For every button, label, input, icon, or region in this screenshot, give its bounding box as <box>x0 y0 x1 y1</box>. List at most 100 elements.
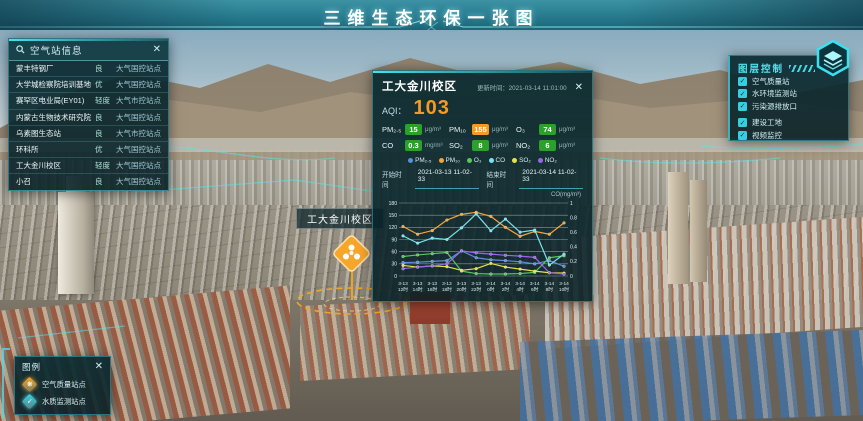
checkbox-checked-icon[interactable] <box>738 76 747 86</box>
station-type: 大气国控站点 <box>116 112 161 122</box>
pollutant-unit: mg/m³ <box>425 142 443 149</box>
layer-item[interactable]: 水环境监测站 <box>738 88 840 101</box>
svg-text:0.6: 0.6 <box>570 230 577 236</box>
legend-dot <box>408 158 414 163</box>
layer-item[interactable]: 空气质量站 <box>738 75 840 88</box>
legend-dot <box>537 158 543 163</box>
legend-item[interactable]: NO₂ <box>537 157 557 164</box>
aqi-popup: 工大金川校区 更新时间：2021-03-14 11:01:00 ✕ AQI： 1… <box>372 70 593 302</box>
station-row[interactable]: 工大金川校区 轻度 大气国控站点 <box>9 158 168 175</box>
start-time-label: 开始时间 <box>382 172 402 189</box>
legend-row: ❋ 空气质量站点 <box>21 376 103 393</box>
pollutant-value-badge: 74 <box>539 124 556 135</box>
legend-item[interactable]: O₃ <box>466 157 482 164</box>
pollutant-cell: PM₂.₅ 15 μg/m³ <box>382 124 449 135</box>
chart-legend: PM₂.₅ PM₁₀ O₃ CO SO₂ NO₂ <box>382 157 583 164</box>
layer-label: 建设工地 <box>752 118 782 128</box>
layer-label: 视频监控 <box>752 130 782 140</box>
station-panel-header: 空气站信息 ✕ <box>9 39 168 61</box>
svg-text:0.2: 0.2 <box>570 259 577 265</box>
pollutant-name: O₃ <box>516 125 525 134</box>
station-level: 轻度 <box>95 96 110 106</box>
pollutant-name: PM₂.₅ <box>382 125 402 134</box>
pollutant-cell: CO 0.3 mg/m³ <box>382 140 449 151</box>
layer-label: 污染源排放口 <box>752 101 797 111</box>
svg-text:1: 1 <box>570 201 573 207</box>
checkbox-checked-icon[interactable] <box>738 89 747 99</box>
map-legend-panel: 图例 ✕ ❋ 空气质量站点 ✓ 水质监测站点 <box>14 356 111 415</box>
pollutant-unit: μg/m³ <box>425 126 441 133</box>
station-level: 良 <box>95 64 103 74</box>
legend-item[interactable]: CO <box>488 157 505 164</box>
station-type: 大气国控站点 <box>116 145 161 155</box>
checkbox-checked-icon[interactable] <box>738 130 747 140</box>
stripes-decoration <box>789 64 816 72</box>
svg-text:0: 0 <box>394 274 397 280</box>
legend-dot <box>488 158 494 163</box>
marker-label[interactable]: 工大金川校区 <box>296 208 384 229</box>
station-type: 大气国控站点 <box>116 64 161 74</box>
station-row[interactable]: 小召 良 大气国控站点 <box>9 174 168 191</box>
legend-item[interactable]: PM₂.₅ <box>408 157 432 164</box>
station-level: 良 <box>95 112 103 122</box>
station-name: 环科所 <box>16 145 39 155</box>
legend-dot <box>438 158 444 163</box>
legend-label: 水质监测站点 <box>42 396 86 406</box>
pollutant-value-badge: 15 <box>405 124 422 135</box>
header-bar: 三维生态环保一张图 <box>0 0 863 30</box>
layer-item[interactable]: 建设工地 <box>738 117 840 130</box>
legend-dot <box>466 158 472 163</box>
svg-text:150: 150 <box>389 213 398 219</box>
pollutant-cell: SO₂ 8 μg/m³ <box>449 140 516 151</box>
aqi-value: 103 <box>413 97 450 119</box>
svg-text:120: 120 <box>389 225 398 231</box>
legend-panel-title: 图例 <box>22 362 42 372</box>
station-list-panel: 空气站信息 ✕ 蒙丰特钢厂 良 大气国控站点 大学城检察院培训基地 优 大气国控… <box>8 38 169 191</box>
pollutant-cell: PM₁₀ 155 μg/m³ <box>449 124 516 135</box>
checkbox-checked-icon[interactable] <box>738 118 747 128</box>
search-icon[interactable] <box>16 45 25 54</box>
pollutant-name: PM₁₀ <box>449 125 466 134</box>
layer-label: 水环境监测站 <box>752 89 797 99</box>
station-row[interactable]: 乌素图生态站 良 大气市控站点 <box>9 126 168 142</box>
station-row[interactable]: 大学城检察院培训基地 优 大气国控站点 <box>9 77 168 94</box>
page-title: 三维生态环保一张图 <box>323 9 540 28</box>
station-level: 良 <box>95 128 103 138</box>
station-row[interactable]: 蒙丰特钢厂 良 大气国控站点 <box>9 61 168 78</box>
station-level: 优 <box>95 145 103 155</box>
pollutant-name: CO <box>382 141 394 150</box>
station-row[interactable]: 赛罕区电业局(EY01) 轻度 大气市控站点 <box>9 93 168 110</box>
pollutant-name: SO₂ <box>449 141 463 150</box>
station-type: 大气国控站点 <box>116 161 161 171</box>
station-row[interactable]: 内蒙古生物技术研究院 良 大气国控站点 <box>9 110 168 126</box>
close-icon[interactable]: ✕ <box>94 361 103 372</box>
close-icon[interactable]: ✕ <box>152 43 161 55</box>
pollutant-value-badge: 155 <box>472 124 489 135</box>
corner-decoration <box>2 348 10 418</box>
station-type: 大气市控站点 <box>116 96 161 106</box>
pollutant-name: NO₂ <box>516 141 531 150</box>
legend-item[interactable]: SO₂ <box>512 157 531 164</box>
station-row[interactable]: 环科所 优 大气国控站点 <box>9 142 168 159</box>
svg-text:30: 30 <box>391 262 397 268</box>
right-axis-label: CO(mg/m³) <box>551 192 581 198</box>
layer-item[interactable]: 污染源排放口 <box>738 100 840 113</box>
aqi-label: AQI： <box>382 106 407 116</box>
layer-panel-title: 图层控制 <box>738 64 785 75</box>
close-icon[interactable]: ✕ <box>574 82 583 93</box>
panel-accent <box>373 71 592 73</box>
update-time: 更新时间：2021-03-14 11:01:00 <box>477 85 567 92</box>
layers-hexagon-icon[interactable] <box>813 38 853 78</box>
legend-item[interactable]: PM₁₀ <box>438 157 460 164</box>
end-time-input[interactable]: 2021-03-14 11-02-33 <box>519 169 583 189</box>
checkbox-checked-icon[interactable] <box>738 101 747 111</box>
start-time-input[interactable]: 2021-03-13 11-02-33 <box>414 169 479 189</box>
layer-item[interactable]: 视频监控 <box>738 129 840 142</box>
